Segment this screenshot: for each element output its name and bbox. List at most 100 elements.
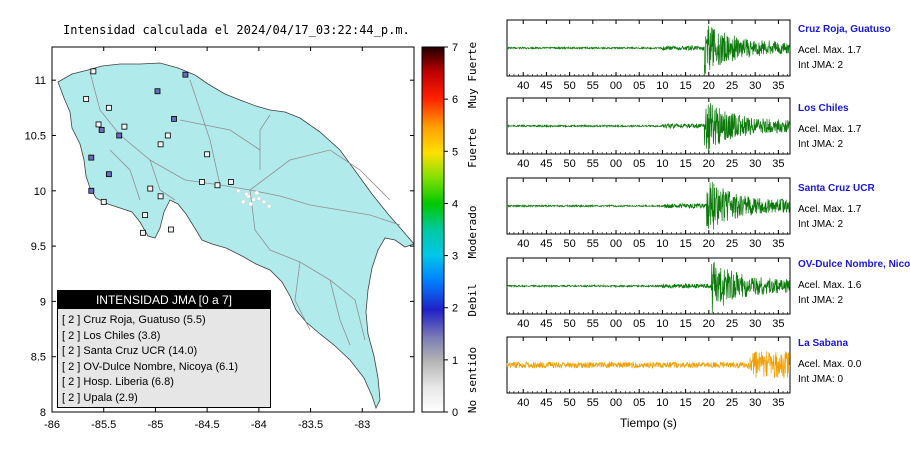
- trace-x-tick-label: 00: [610, 238, 622, 250]
- trace-x-tick-label: 25: [726, 238, 738, 250]
- costa-rica-landmass: [57, 62, 414, 410]
- station-marker: [164, 132, 171, 139]
- trace-x-tick-label: 25: [726, 318, 738, 330]
- station-marker: [182, 71, 189, 78]
- station-marker: [95, 121, 102, 128]
- trace-x-tick-label: 05: [633, 80, 645, 92]
- city-dot: [256, 196, 262, 201]
- city-dot: [244, 191, 249, 197]
- waveform-trace: [506, 351, 791, 379]
- station-panel-4: OV-Dulce Nombre, Nicoya Acel. Max. 1.6 I…: [798, 259, 910, 306]
- legend-row-dulce-nombre: [ 2 ] OV-Dulce Nombre, Nicoya (6.1): [62, 360, 239, 373]
- trace-x-tick-label: 55: [587, 397, 599, 409]
- map-x-tick-label: -84: [251, 419, 267, 431]
- trace-x-tick-label: 50: [564, 80, 576, 92]
- station-panel-1: Cruz Roja, Guatuso Acel. Max. 1.7 Int JM…: [798, 24, 891, 71]
- trace-x-tick-label: 35: [772, 80, 784, 92]
- station-acel: Acel. Max. 1.7: [798, 45, 862, 56]
- station-panel-3: Santa Cruz UCR Acel. Max. 1.7 Int JMA: 2: [798, 183, 875, 230]
- trace-x-tick-label: 50: [564, 318, 576, 330]
- station-marker: [88, 154, 95, 161]
- legend-row-upala: [ 2 ] Upala (2.9): [62, 391, 138, 404]
- station-int: Int JMA: 2: [798, 60, 844, 71]
- trace-x-tick-label: 30: [749, 397, 761, 409]
- trace-x-tick-label: 10: [656, 318, 668, 330]
- map-x-tick-label: -83: [354, 419, 370, 431]
- map-y-tick-label: 8: [40, 407, 46, 419]
- trace-x-tick-label: 45: [540, 80, 552, 92]
- trace-x-tick-label: 20: [703, 238, 715, 250]
- trace-x-tick-label: 50: [564, 158, 576, 170]
- station-marker: [121, 123, 128, 130]
- colorbar-tick-label: 4: [452, 198, 458, 210]
- station-name: Cruz Roja, Guatuso: [798, 24, 891, 35]
- waveform-trace: [506, 181, 791, 230]
- trace-x-tick-label: 15: [679, 80, 691, 92]
- road-network: [89, 71, 401, 346]
- station-marker: [157, 193, 164, 200]
- trace-x-tick-label: 45: [540, 397, 552, 409]
- waveform-trace: [506, 261, 791, 314]
- station-name: OV-Dulce Nombre, Nicoya: [798, 259, 910, 270]
- station-marker: [154, 88, 161, 95]
- trace-x-tick-label: 05: [633, 158, 645, 170]
- map-y-tick-label: 9: [40, 296, 46, 308]
- trace-x-tick-label: 30: [749, 80, 761, 92]
- map-y-tick-label: 10: [34, 186, 46, 198]
- legend-row-liberia: [ 2 ] Hosp. Liberia (6.8): [62, 376, 174, 389]
- intensity-legend: INTENSIDAD JMA [0 a 7] [ 2 ] Cruz Roja, …: [57, 290, 271, 408]
- station-marker: [228, 179, 234, 185]
- trace-x-tick-label: 35: [772, 318, 784, 330]
- trace-x-tick-label: 10: [656, 238, 668, 250]
- station-marker: [98, 127, 105, 133]
- station-marker: [171, 115, 177, 122]
- trace-x-tick-label: 10: [656, 397, 668, 409]
- map-x-tick-label: -85.5: [91, 419, 116, 431]
- map-x-tick-label: -84.5: [195, 419, 220, 431]
- colorbar-band-label: No sentido: [466, 347, 479, 413]
- trace-x-tick-label: 45: [540, 158, 552, 170]
- station-marker: [105, 104, 112, 111]
- trace-x-tick-label: 20: [703, 397, 715, 409]
- station-acel: Acel. Max. 1.7: [798, 204, 862, 215]
- station-marker: [147, 185, 154, 192]
- trace-x-tick-label: 50: [564, 397, 576, 409]
- trace-x-tick-label: 20: [703, 80, 715, 92]
- station-marker: [116, 132, 123, 139]
- trace-x-tick-label: 15: [679, 158, 691, 170]
- trace-x-tick-label: 25: [726, 158, 738, 170]
- station-panel-2: Los Chiles Acel. Max. 1.7 Int JMA: 2: [798, 103, 861, 150]
- trace-x-tick-label: 15: [679, 238, 691, 250]
- station-panel-5: La Sabana Acel. Max. 0.0 Int JMA: 0: [798, 338, 861, 385]
- trace-x-tick-label: 00: [610, 318, 622, 330]
- colorbar-tick-label: 5: [452, 146, 458, 158]
- map-x-tick-label: -83.5: [298, 419, 323, 431]
- station-marker: [83, 96, 90, 102]
- station-int: Int JMA: 2: [798, 219, 844, 230]
- trace-x-tick-label: 20: [703, 158, 715, 170]
- station-name: Santa Cruz UCR: [798, 183, 875, 194]
- colorbar-tick-label: 0: [452, 407, 458, 419]
- city-dot: [254, 190, 260, 196]
- trace-x-tick-label: 40: [517, 158, 529, 170]
- legend-row-cruz-roja: [ 2 ] Cruz Roja, Guatuso (5.5): [62, 314, 206, 326]
- trace-x-tick-label: 55: [587, 158, 599, 170]
- trace-x-tick-label: 55: [587, 80, 599, 92]
- trace-x-tick-label: 40: [517, 80, 529, 92]
- station-marker: [204, 151, 211, 158]
- colorbar-band-label: Moderado: [466, 206, 479, 259]
- station-acel: Acel. Max. 0.0: [798, 359, 862, 370]
- trace-x-tick-label: 30: [749, 238, 761, 250]
- trace-x-tick-label: 35: [772, 397, 784, 409]
- station-marker: [140, 229, 146, 236]
- station-marker: [214, 182, 221, 189]
- trace-x-tick-label: 05: [633, 318, 645, 330]
- station-marker: [105, 171, 112, 178]
- trace-x-tick-label: 30: [749, 318, 761, 330]
- trace-x-tick-label: 05: [633, 238, 645, 250]
- trace-x-tick-label: 35: [772, 238, 784, 250]
- trace-x-tick-label: 40: [517, 238, 529, 250]
- waveform-trace: [506, 25, 791, 75]
- colorbar-tick-label: 3: [452, 251, 458, 263]
